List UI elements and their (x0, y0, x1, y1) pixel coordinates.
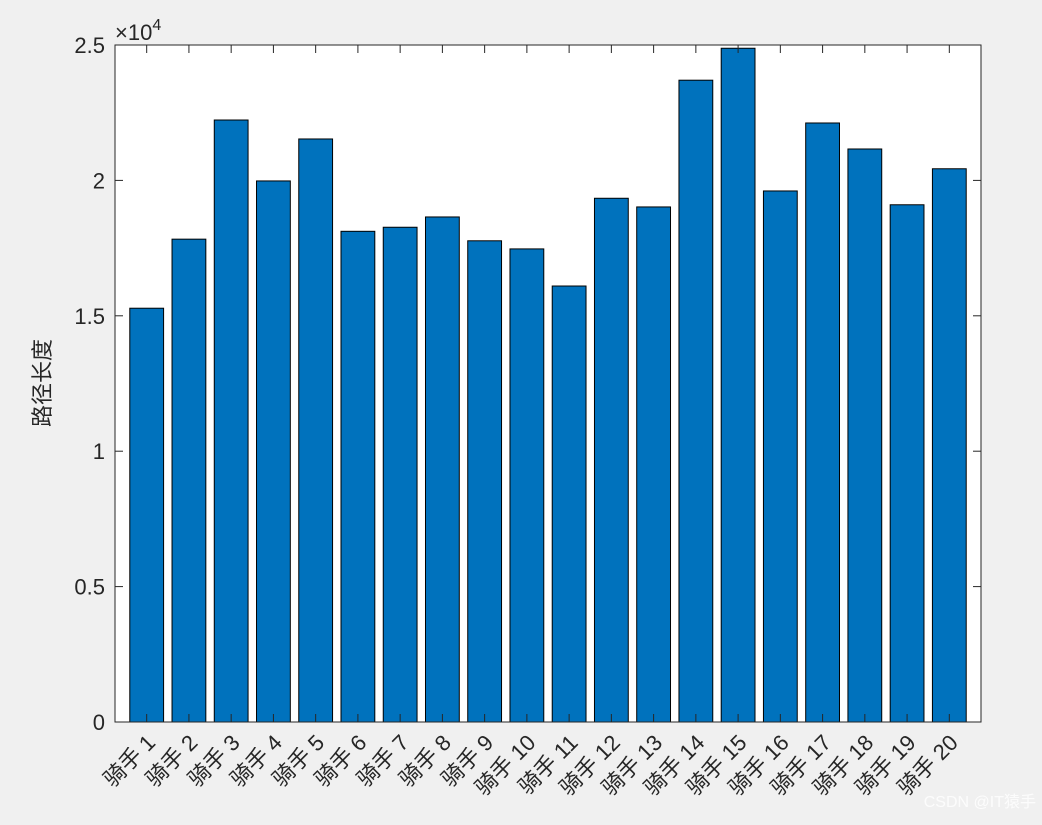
y-exponent-power: 4 (152, 17, 161, 34)
y-axis-label: 路径长度 (30, 339, 55, 427)
bar (424, 216, 460, 723)
y-tick-label: 1.5 (74, 304, 105, 329)
bar (636, 206, 672, 723)
bar (762, 190, 798, 723)
bar (129, 307, 165, 723)
bar (931, 168, 967, 723)
bar (847, 148, 883, 723)
axes-layer (114, 44, 982, 723)
bar (551, 285, 587, 723)
bar (720, 47, 756, 723)
y-exponent-base: ×10 (115, 20, 152, 45)
y-tick-label: 2.5 (74, 33, 105, 58)
y-ticks-layer: 0 0.5 1 1.5 2 2.5 (74, 33, 981, 735)
bar (213, 119, 249, 723)
bar (678, 79, 714, 723)
bar (171, 238, 207, 723)
watermark: CSDN @IT猿手 (923, 794, 1036, 811)
y-exponent-label: ×104 (115, 17, 161, 45)
bar (382, 226, 418, 723)
y-tick-label: 2 (93, 168, 105, 193)
bar (340, 230, 376, 723)
bar (889, 204, 925, 723)
bar (805, 122, 840, 723)
y-tick-label: 1 (93, 439, 105, 464)
bar (467, 240, 503, 723)
bars-layer (129, 47, 967, 723)
bar (298, 138, 334, 723)
axes-box (114, 44, 982, 723)
y-tick-label: 0 (93, 710, 105, 735)
bar (256, 180, 291, 723)
bar (593, 197, 629, 723)
y-tick-label: 0.5 (74, 575, 105, 600)
bar (509, 248, 545, 723)
